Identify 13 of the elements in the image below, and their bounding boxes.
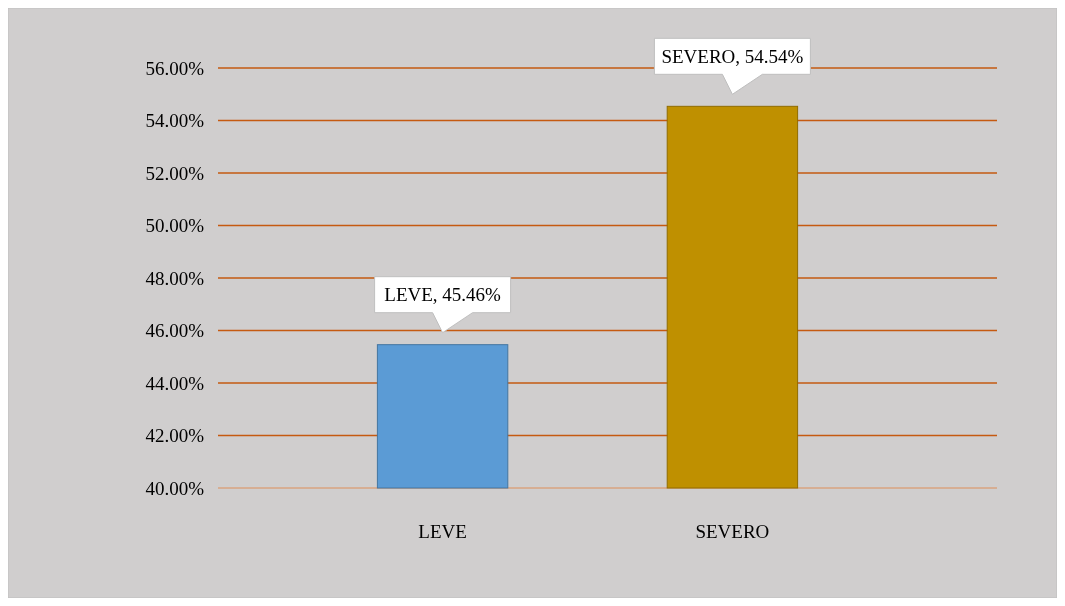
y-tick-label: 48.00% [145,267,205,289]
y-tick-label: 46.00% [145,320,205,342]
x-tick-label: SEVERO [695,521,770,542]
y-tick-label: 40.00% [145,477,205,499]
y-tick-label: 42.00% [145,425,205,447]
y-tick-label: 50.00% [145,215,205,237]
y-tick-label: 44.00% [145,372,205,394]
y-tick-label: 56.00% [145,57,205,79]
data-label: SEVERO, 54.54% [661,45,804,67]
x-tick-label: LEVE [418,521,467,542]
y-tick-label: 52.00% [145,162,205,184]
y-tick-label: 54.00% [145,110,205,132]
data-label: LEVE, 45.46% [384,284,502,306]
